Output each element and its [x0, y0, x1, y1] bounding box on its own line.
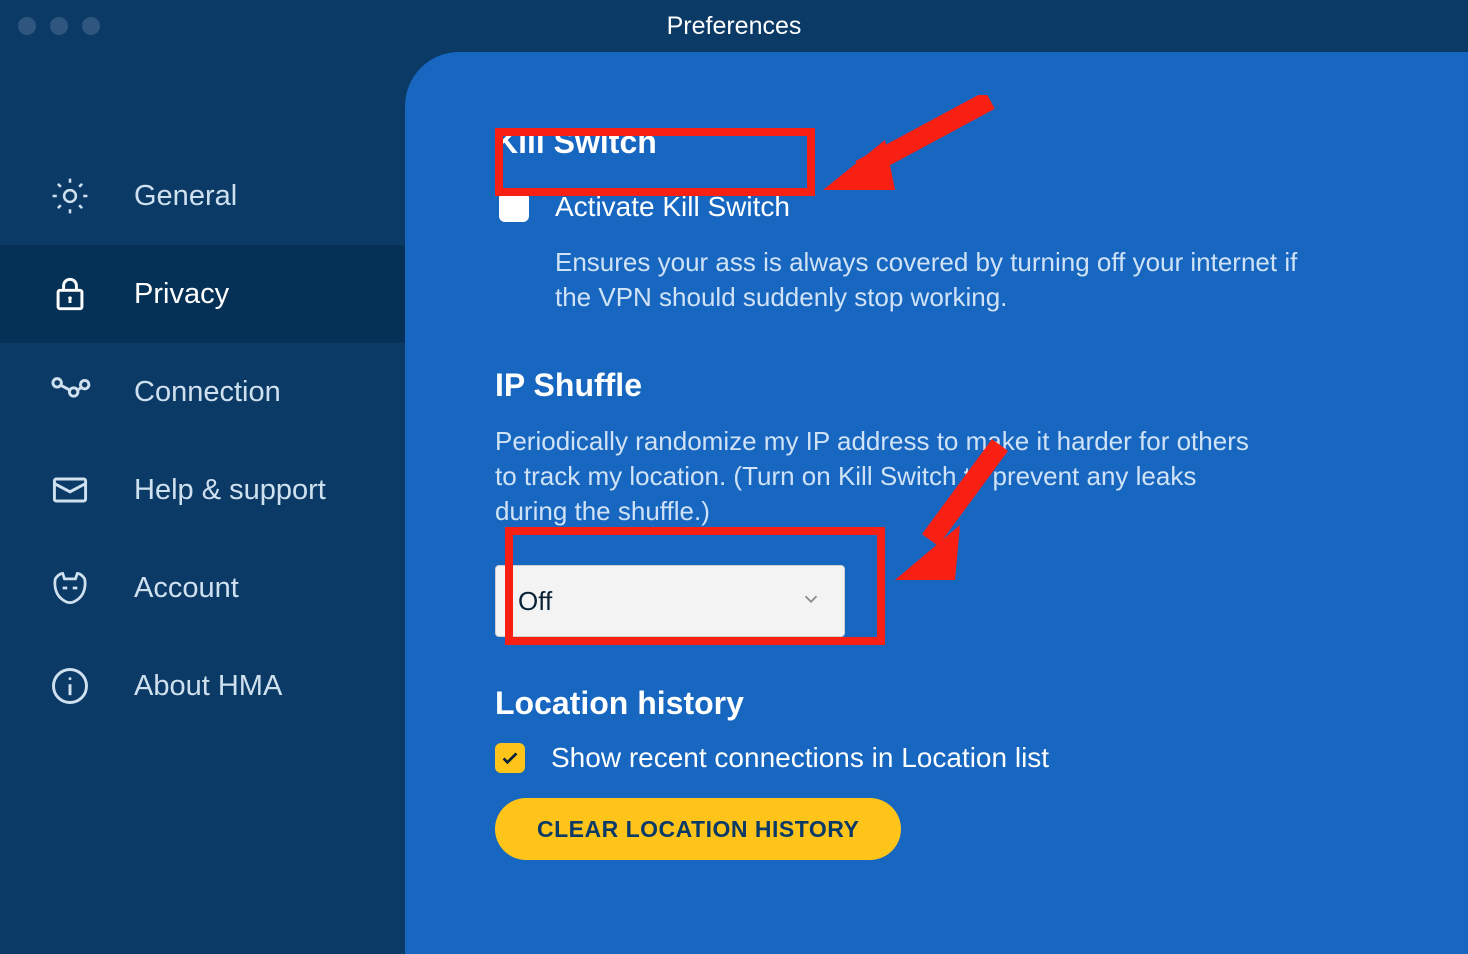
mascot-icon — [48, 566, 92, 610]
nodes-icon — [48, 370, 92, 414]
sidebar-item-about[interactable]: About HMA — [0, 637, 405, 735]
sidebar-item-label: Connection — [134, 376, 281, 409]
sidebar-item-label: Help & support — [134, 474, 326, 507]
kill-switch-checkbox[interactable] — [499, 192, 529, 222]
sidebar-item-help[interactable]: Help & support — [0, 441, 405, 539]
sidebar-item-label: About HMA — [134, 670, 282, 703]
clear-location-history-button[interactable]: CLEAR LOCATION HISTORY — [495, 798, 901, 860]
sidebar-item-account[interactable]: Account — [0, 539, 405, 637]
kill-switch-checkbox-label: Activate Kill Switch — [555, 191, 790, 223]
sidebar-item-general[interactable]: General — [0, 147, 405, 245]
section-ip-shuffle: IP Shuffle Periodically randomize my IP … — [495, 367, 1398, 637]
kill-switch-title: Kill Switch — [495, 124, 1398, 161]
ip-shuffle-dropdown[interactable]: Off — [495, 565, 845, 637]
mail-icon — [48, 468, 92, 512]
minimize-window-dot[interactable] — [50, 17, 68, 35]
location-history-checkbox-row[interactable]: Show recent connections in Location list — [495, 742, 1398, 774]
close-window-dot[interactable] — [18, 17, 36, 35]
gear-icon — [48, 174, 92, 218]
info-icon — [48, 664, 92, 708]
location-history-checkbox[interactable] — [495, 743, 525, 773]
sidebar-item-privacy[interactable]: Privacy — [0, 245, 405, 343]
sidebar-item-connection[interactable]: Connection — [0, 343, 405, 441]
ip-shuffle-title: IP Shuffle — [495, 367, 1398, 404]
app-body: General Privacy — [0, 52, 1468, 954]
clear-location-history-button-label: CLEAR LOCATION HISTORY — [537, 816, 859, 843]
lock-icon — [48, 272, 92, 316]
ip-shuffle-dropdown-value: Off — [518, 586, 552, 617]
kill-switch-checkbox-row[interactable]: Activate Kill Switch — [495, 181, 1398, 233]
titlebar: Preferences — [0, 0, 1468, 52]
kill-switch-description: Ensures your ass is always covered by tu… — [555, 245, 1315, 315]
zoom-window-dot[interactable] — [82, 17, 100, 35]
ip-shuffle-description: Periodically randomize my IP address to … — [495, 424, 1255, 529]
sidebar: General Privacy — [0, 52, 405, 954]
section-location-history: Location history Show recent connections… — [495, 685, 1398, 860]
sidebar-item-label: General — [134, 180, 237, 213]
main-panel: Kill Switch Activate Kill Switch Ensures… — [405, 52, 1468, 954]
sidebar-item-label: Privacy — [134, 278, 229, 311]
section-kill-switch: Kill Switch Activate Kill Switch Ensures… — [495, 124, 1398, 315]
chevron-down-icon — [800, 586, 822, 617]
window-title: Preferences — [0, 12, 1468, 41]
location-history-checkbox-label: Show recent connections in Location list — [551, 742, 1049, 774]
location-history-title: Location history — [495, 685, 1398, 722]
window-controls — [0, 17, 100, 35]
sidebar-item-label: Account — [134, 572, 239, 605]
